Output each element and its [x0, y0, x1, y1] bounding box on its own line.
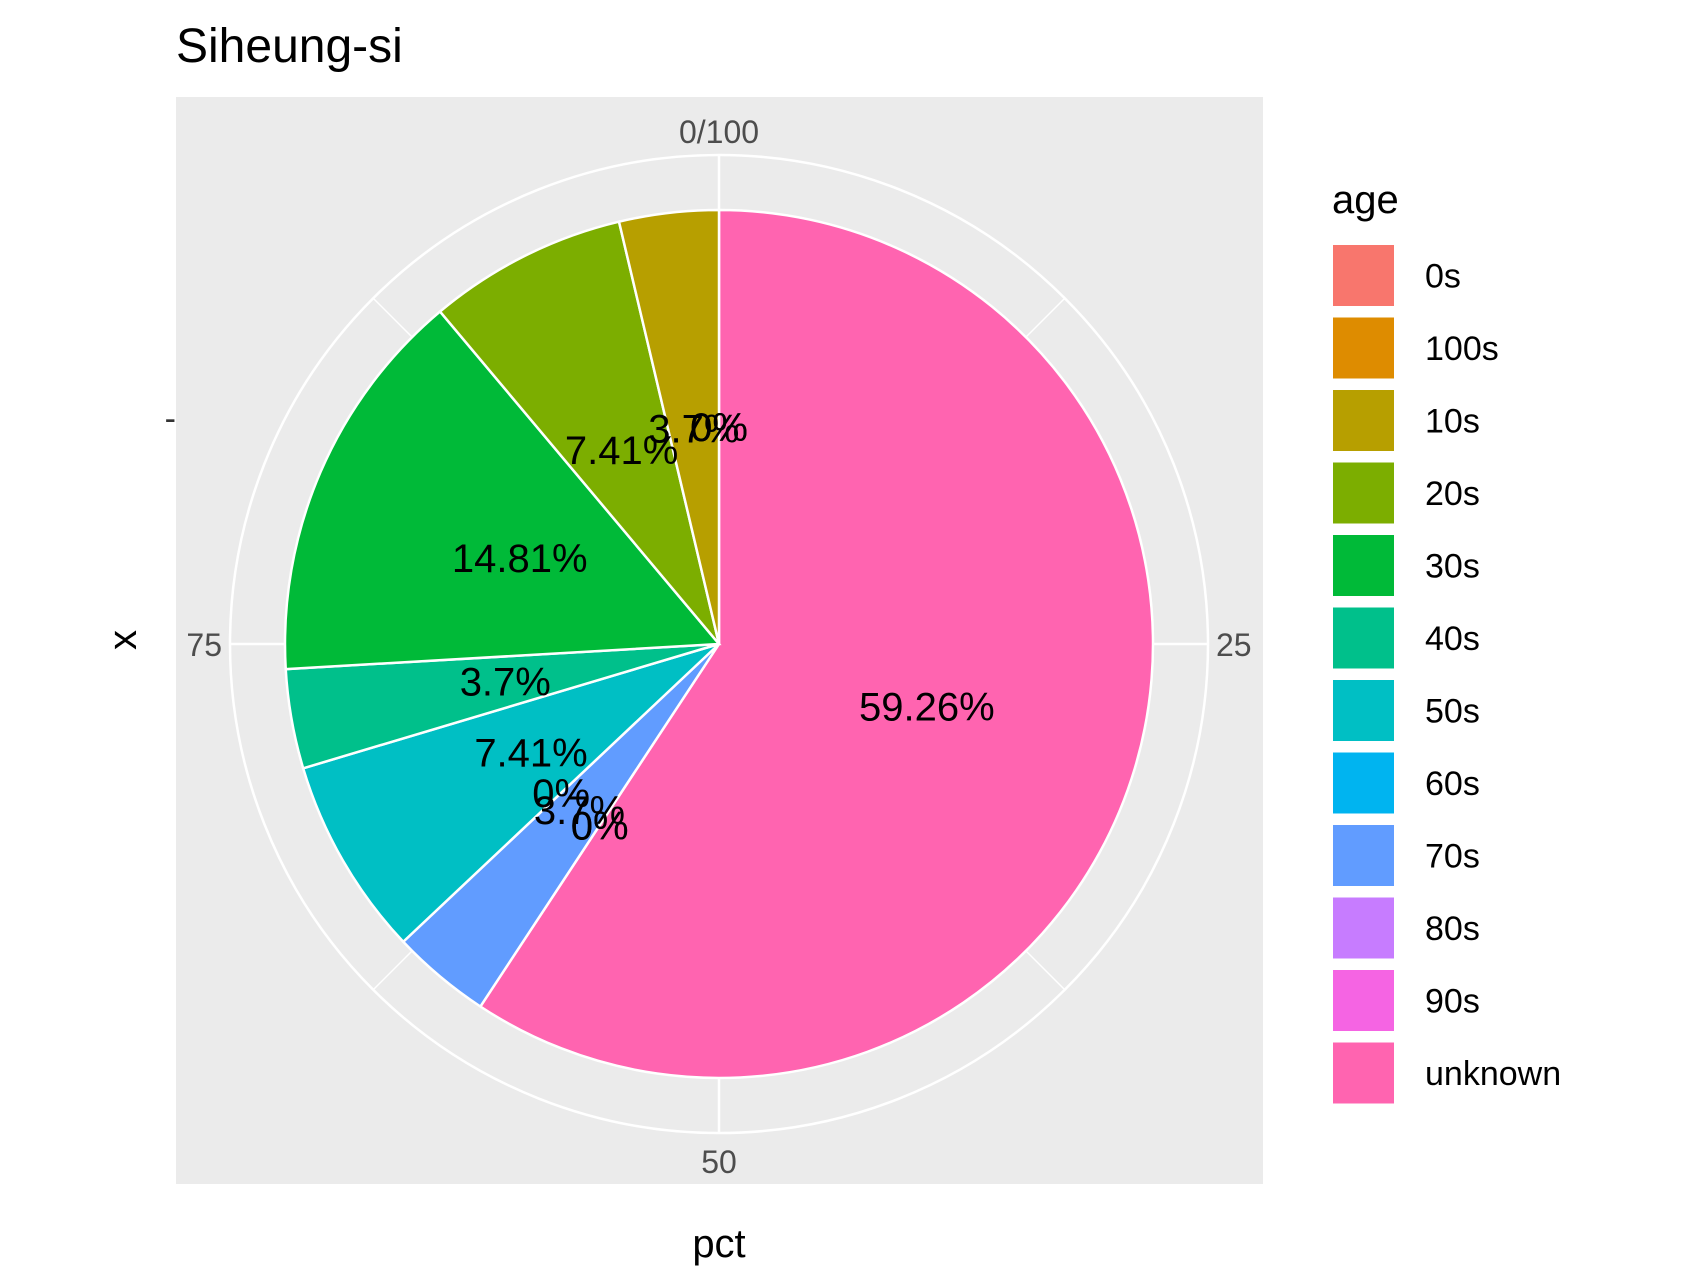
legend-label-90s: 90s	[1425, 983, 1480, 1021]
legend-label-100s: 100s	[1425, 330, 1499, 368]
slice-label-50s: 7.41%	[474, 731, 587, 775]
legend-key-unknown	[1331, 1040, 1396, 1106]
slice-label-40s: 3.7%	[460, 661, 551, 705]
legend-label-60s: 60s	[1425, 765, 1480, 803]
slice-label-60s: 0%	[532, 772, 590, 816]
legend-label-80s: 80s	[1425, 910, 1480, 948]
pie-slice-10s	[617, 208, 721, 645]
pie-slices	[283, 208, 1155, 1080]
legend-key-70s	[1331, 823, 1396, 888]
angle-tick-2: 50	[701, 1144, 737, 1180]
y-tick-label: -	[165, 400, 176, 438]
slice-label-20s: 7.41%	[565, 429, 678, 473]
pie-slice-30s	[283, 309, 722, 671]
legend-key-10s	[1331, 388, 1396, 453]
legend-label-30s: 30s	[1425, 548, 1480, 586]
pie-slice-unknown	[478, 208, 1155, 1080]
legend-label-unknown: unknown	[1425, 1055, 1561, 1093]
legend: age 0s 100s 10s 20s 30s 40s 50s 60s 70s 80s 90s unk…	[1331, 178, 1561, 1106]
angle-tick-3: 75	[186, 627, 222, 663]
legend-key-60s	[1331, 750, 1396, 816]
legend-label-70s: 70s	[1425, 838, 1480, 876]
y-axis-title: x	[101, 630, 145, 650]
legend-key-40s	[1331, 605, 1396, 671]
legend-key-90s	[1331, 968, 1396, 1033]
legend-label-50s: 50s	[1425, 693, 1480, 731]
legend-items: 0s 100s 10s 20s 30s 40s 50s 60s 70s 80s 90s unknown	[1331, 243, 1561, 1106]
pie-slice-50s	[301, 642, 720, 944]
slice-label-70s: 3.7%	[534, 789, 625, 833]
legend-key-0s	[1331, 243, 1396, 308]
pie-slice-20s	[438, 220, 721, 645]
legend-label-40s: 40s	[1425, 620, 1480, 658]
x-axis-title: pct	[692, 1222, 745, 1266]
slice-label-0s: 0%	[690, 406, 748, 450]
legend-key-80s	[1331, 895, 1396, 961]
slice-label-10s: 3.7%	[648, 407, 739, 451]
legend-key-50s	[1331, 678, 1396, 743]
angle-tick-0: 0/100	[679, 114, 759, 150]
slice-label-90s: 0%	[571, 804, 629, 848]
angle-tick-labels: 0/100 25 50 75	[186, 114, 1251, 1180]
legend-key-20s	[1331, 460, 1396, 526]
legend-key-30s	[1331, 533, 1396, 598]
slice-label-30s: 14.81%	[452, 537, 588, 581]
legend-label-0s: 0s	[1425, 258, 1461, 296]
legend-label-20s: 20s	[1425, 475, 1480, 513]
legend-label-10s: 10s	[1425, 403, 1480, 441]
slice-label-unknown: 59.26%	[859, 685, 995, 729]
slice-label-80s: 0%	[571, 804, 629, 848]
angle-tick-1: 25	[1216, 627, 1252, 663]
chart-title: Siheung-si	[176, 20, 403, 73]
slice-label-100s: 0%	[690, 406, 748, 450]
legend-title: age	[1332, 178, 1399, 222]
legend-key-100s	[1331, 315, 1396, 381]
slice-labels: 59.26%0%0%3.7%0%7.41%3.7%14.81%7.41%3.7%…	[452, 406, 995, 848]
